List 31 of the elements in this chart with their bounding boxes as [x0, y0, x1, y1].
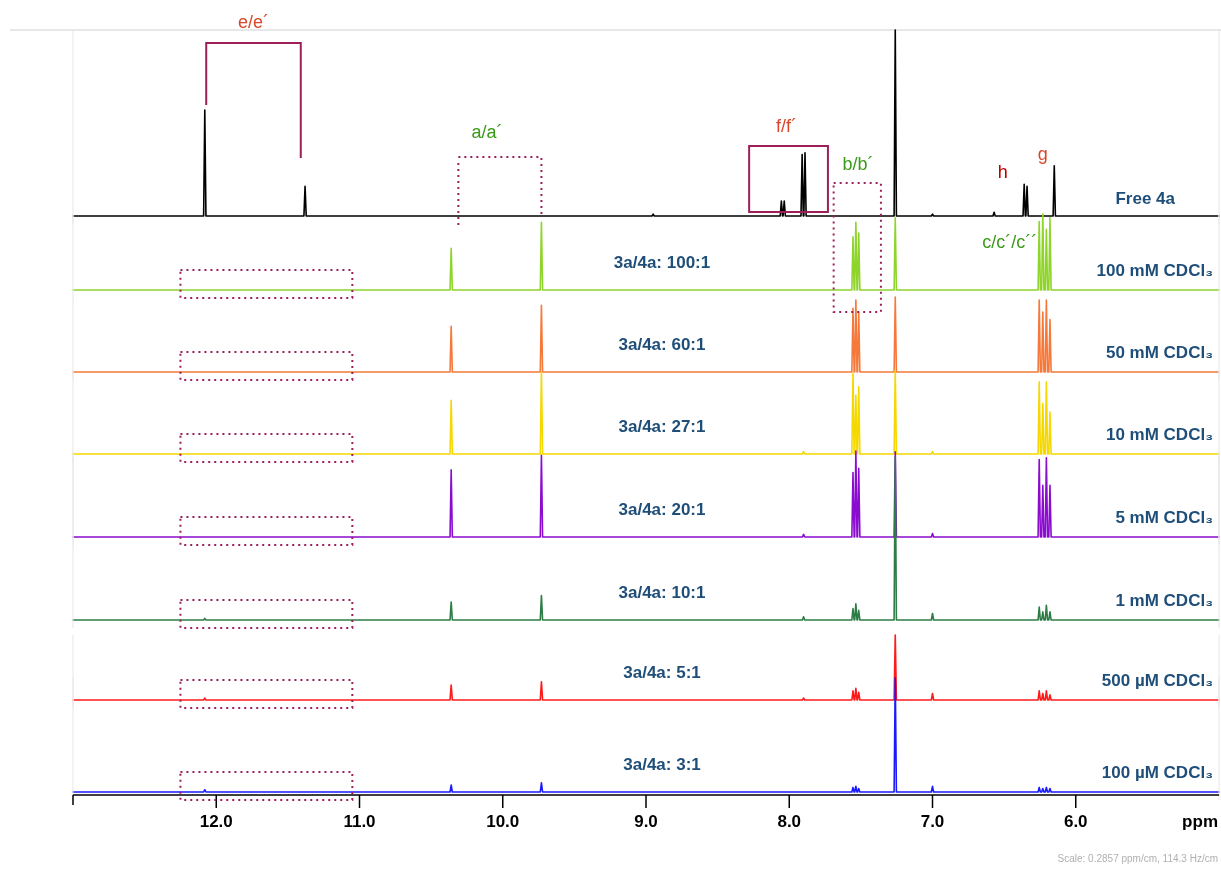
- annotation: 3a/4a: 60:1: [618, 335, 706, 354]
- annotation: f/f´: [775, 116, 797, 136]
- x-tick-label: 6.0: [1063, 812, 1088, 831]
- annotation: 3a/4a: 10:1: [618, 583, 706, 602]
- annotation: c/c´/c´´: [982, 232, 1038, 252]
- annotation: 3a/4a: 5:1: [623, 663, 701, 682]
- x-tick-label: 9.0: [634, 812, 658, 831]
- annotation: 100 µM CDCl₃: [1101, 763, 1213, 782]
- x-tick-label: 11.0: [343, 812, 376, 831]
- x-axis-title: ppm: [1182, 812, 1218, 831]
- annotation: 3a/4a: 100:1: [613, 253, 711, 272]
- annotation: e/e´: [237, 12, 270, 32]
- x-tick-label: 10.0: [486, 812, 520, 831]
- annotation: 5 mM CDCl₃: [1115, 508, 1213, 527]
- annotation: 1 mM CDCl₃: [1115, 591, 1213, 610]
- annotation: 50 mM CDCl₃: [1105, 343, 1213, 362]
- x-tick-label: 7.0: [920, 812, 945, 831]
- annotation: 3a/4a: 20:1: [618, 500, 706, 519]
- annotation: b/b´: [842, 154, 874, 174]
- annotation: 3a/4a: 3:1: [623, 755, 701, 774]
- annotation: Free 4a: [1115, 189, 1176, 208]
- x-tick-label: 12.0: [199, 812, 233, 831]
- annotation: 100 mM CDCl₃: [1096, 261, 1213, 280]
- annotation: 10 mM CDCl₃: [1105, 425, 1213, 444]
- annotation: g: [1037, 144, 1048, 164]
- annotation: h: [997, 162, 1008, 182]
- text: Scale: 0.2857 ppm/cm, 114.3 Hz/cm: [1057, 853, 1218, 864]
- x-tick-label: 8.0: [777, 812, 802, 831]
- annotation: a/a´: [471, 122, 503, 142]
- annotation: 3a/4a: 27:1: [618, 417, 706, 436]
- annotation: 500 µM CDCl₃: [1101, 671, 1213, 690]
